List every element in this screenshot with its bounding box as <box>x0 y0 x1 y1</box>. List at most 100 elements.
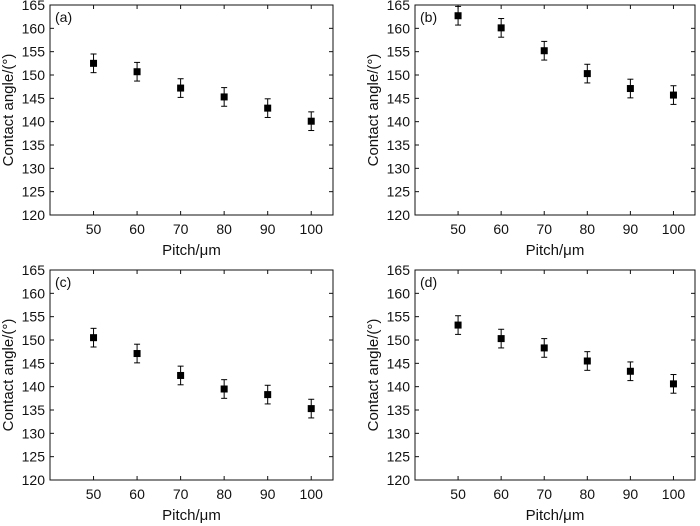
panel-label: (a) <box>55 9 72 25</box>
y-tick-label: 150 <box>22 332 46 348</box>
y-tick-label: 165 <box>22 0 46 13</box>
y-tick-label: 160 <box>22 285 46 301</box>
y-axis-title: Contact angle/(°) <box>365 54 382 167</box>
y-tick-label: 135 <box>387 137 411 153</box>
x-axis-title: Pitch/μm <box>162 507 221 524</box>
y-tick-label: 140 <box>387 379 411 395</box>
y-axis-title: Contact angle/(°) <box>0 319 17 432</box>
x-tick-label: 90 <box>260 486 276 502</box>
y-tick-label: 140 <box>22 114 46 130</box>
y-tick-label: 160 <box>22 20 46 36</box>
y-tick-label: 145 <box>387 355 411 371</box>
y-axis-title: Contact angle/(°) <box>0 54 17 167</box>
x-tick-label: 90 <box>623 221 639 237</box>
data-point <box>497 335 505 343</box>
x-tick-label: 50 <box>86 221 102 237</box>
y-tick-label: 155 <box>387 309 411 325</box>
panel-label: (b) <box>420 9 437 25</box>
x-tick-label: 70 <box>536 486 552 502</box>
y-tick-label: 150 <box>387 332 411 348</box>
chart-panel-b: 120 125 130 135 140 145 150 155 160 165 50 60 70 80 90… <box>365 0 696 259</box>
x-tick-label: 100 <box>300 486 324 502</box>
y-tick-label: 150 <box>22 67 46 83</box>
data-point <box>583 357 591 365</box>
y-axis-title: Contact angle/(°) <box>365 319 382 432</box>
y-tick-label: 130 <box>387 160 411 176</box>
y-tick-label: 135 <box>22 402 46 418</box>
y-tick-label: 155 <box>22 44 46 60</box>
x-tick-label: 70 <box>536 221 552 237</box>
x-tick-label: 60 <box>129 486 145 502</box>
data-point <box>626 367 634 375</box>
plot-frame <box>49 269 334 481</box>
x-tick-label: 100 <box>662 486 686 502</box>
y-tick-label: 130 <box>22 425 46 441</box>
data-point <box>264 104 272 112</box>
y-tick-label: 135 <box>387 402 411 418</box>
y-tick-label: 120 <box>22 207 46 223</box>
y-tick-label: 125 <box>22 184 46 200</box>
plot-frame <box>414 4 696 216</box>
plot-frame <box>49 4 334 216</box>
y-tick-label: 125 <box>387 449 411 465</box>
data-point <box>307 405 315 413</box>
y-tick-label: 150 <box>387 67 411 83</box>
x-tick-label: 70 <box>173 221 189 237</box>
x-tick-label: 80 <box>216 221 232 237</box>
data-point <box>264 391 272 399</box>
data-point <box>454 12 462 20</box>
panel-label: (d) <box>420 274 437 290</box>
x-tick-label: 90 <box>623 486 639 502</box>
y-tick-label: 160 <box>387 285 411 301</box>
y-tick-label: 140 <box>387 114 411 130</box>
panel-label: (c) <box>55 274 71 290</box>
y-tick-label: 165 <box>22 262 46 278</box>
data-point <box>669 380 677 388</box>
chart-panel-d: 120 125 130 135 140 145 150 155 160 165 50 60 70 80 90… <box>365 262 696 524</box>
data-point <box>177 84 185 92</box>
data-point <box>497 24 505 32</box>
data-point <box>540 344 548 352</box>
y-tick-label: 140 <box>22 379 46 395</box>
data-point <box>540 47 548 55</box>
x-tick-label: 90 <box>260 221 276 237</box>
data-point <box>307 117 315 125</box>
y-tick-label: 145 <box>387 90 411 106</box>
y-tick-label: 145 <box>22 90 46 106</box>
x-tick-label: 50 <box>86 486 102 502</box>
y-tick-label: 145 <box>22 355 46 371</box>
data-point <box>133 350 141 358</box>
y-tick-label: 165 <box>387 0 411 13</box>
y-tick-label: 120 <box>387 472 411 488</box>
y-tick-label: 120 <box>22 472 46 488</box>
x-axis-title: Pitch/μm <box>526 242 585 259</box>
data-point <box>669 91 677 99</box>
x-axis-title: Pitch/μm <box>162 242 221 259</box>
x-tick-label: 100 <box>300 221 324 237</box>
x-tick-label: 70 <box>173 486 189 502</box>
x-tick-label: 60 <box>129 221 145 237</box>
y-tick-label: 125 <box>22 449 46 465</box>
y-tick-label: 130 <box>22 160 46 176</box>
data-point <box>583 70 591 78</box>
data-point <box>220 93 228 101</box>
y-tick-label: 130 <box>387 425 411 441</box>
y-tick-label: 160 <box>387 20 411 36</box>
data-point <box>90 334 98 342</box>
data-point <box>133 68 141 76</box>
y-tick-label: 125 <box>387 184 411 200</box>
x-tick-label: 80 <box>580 486 596 502</box>
data-point <box>90 59 98 67</box>
y-tick-label: 155 <box>22 309 46 325</box>
y-tick-label: 120 <box>387 207 411 223</box>
y-tick-label: 155 <box>387 44 411 60</box>
chart-panel-c: 120 125 130 135 140 145 150 155 160 165 50 60 70 80 90… <box>0 262 334 524</box>
x-tick-label: 50 <box>450 221 466 237</box>
chart-panel-a: 120 125 130 135 140 145 150 155 160 165 50 60 70 80 90… <box>0 0 334 259</box>
plot-frame <box>414 269 696 481</box>
data-point <box>220 385 228 393</box>
x-tick-label: 60 <box>493 221 509 237</box>
x-tick-label: 100 <box>662 221 686 237</box>
x-tick-label: 80 <box>216 486 232 502</box>
